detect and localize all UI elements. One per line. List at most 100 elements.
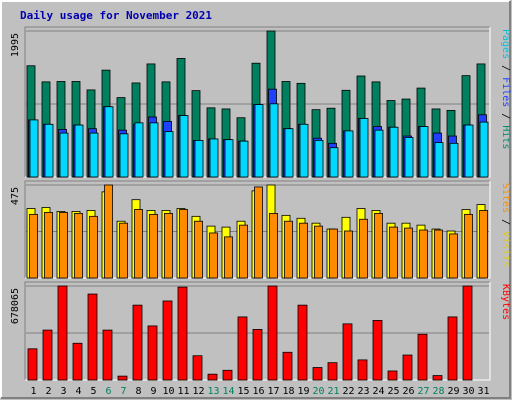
bar-sites-day-25 [389,226,398,279]
bar-sites-day-29 [449,233,458,279]
bar-kbytes-day-24 [372,319,383,381]
bar-sites-day-27 [419,229,428,279]
bar-sites-day-21 [329,228,338,279]
bar-pages-day-24 [374,129,384,178]
bar-sites-day-24 [374,212,383,279]
panel-visits-bevel-dark [24,180,490,278]
bar-pages-day-6 [104,106,114,178]
panel-hits-legend: Pages / Files / Hits [500,29,511,149]
bar-kbytes-day-7 [117,375,128,381]
x-label-day-10: 10 [162,386,174,397]
bar-pages-day-28 [434,142,444,178]
panel-hits: 1995 Pages / Files / Hits [10,26,511,178]
bar-sites-day-11 [179,209,188,279]
panel-kbytes-legend: KBytes [500,284,511,320]
bar-kbytes-day-11 [177,286,188,381]
bar-pages-day-18 [284,128,294,178]
x-label-day-20: 20 [312,386,324,397]
panel-visits-ymax-label: 475 [10,187,21,205]
bar-kbytes-day-13 [207,373,218,381]
x-label-day-23: 23 [357,386,369,397]
bar-pages-day-30 [464,124,474,178]
panel-hits-legend-part-2: Files [500,77,511,107]
x-label-day-2: 2 [45,386,51,397]
bar-pages-day-25 [389,126,399,178]
bar-sites-day-17 [269,212,278,279]
x-label-day-7: 7 [120,386,126,397]
x-label-day-31: 31 [477,386,489,397]
bar-kbytes-day-8 [132,304,143,381]
panel-hits-legend-part-4: Hits [500,125,511,149]
x-label-day-24: 24 [372,386,384,397]
bar-sites-day-15 [239,224,248,279]
panel-hits-ymax-label: 1995 [10,33,21,57]
x-axis-day-labels: 1 2 3 4 5 6 7 8 9 10 11 12 13 14 15 16 17 18 19 20 21 22 23 24 2… [30,386,489,397]
x-label-day-26: 26 [402,386,414,397]
bar-kbytes-day-27 [417,333,428,381]
bar-sites-day-28 [434,229,443,279]
bar-sites-day-3 [59,212,68,279]
bar-sites-day-30 [464,213,473,279]
panel-hits-bevel-dark [24,26,490,177]
bar-pages-day-21 [329,147,339,178]
bar-kbytes-day-1 [27,348,38,381]
x-label-day-18: 18 [282,386,294,397]
bar-sites-day-10 [164,212,173,279]
bar-kbytes-day-17 [267,285,278,381]
panel-visits-legend-part-2: Visits [500,231,511,267]
bar-pages-day-23 [359,118,369,178]
panel-kbytes-legend-part-0: KBytes [500,284,511,320]
bar-pages-day-13 [209,138,219,178]
bar-pages-day-7 [119,133,129,178]
bar-pages-day-17 [269,103,279,178]
bar-pages-day-22 [344,130,354,178]
bar-pages-day-2 [44,123,54,178]
x-label-day-9: 9 [150,386,156,397]
bar-kbytes-day-5 [87,293,98,381]
bar-pages-day-16 [254,104,264,178]
x-label-day-11: 11 [177,386,189,397]
bar-sites-day-8 [134,209,143,279]
bar-sites-day-16 [254,186,263,279]
bar-sites-day-7 [119,222,128,279]
bar-sites-day-23 [359,218,368,279]
panel-hits-legend-part-3: / [500,107,511,125]
chart-panels: 1995 Pages / Files / Hits 475 Sites / Visit… [10,26,511,381]
x-label-day-21: 21 [327,386,339,397]
bar-kbytes-day-15 [237,316,248,381]
bar-kbytes-day-10 [162,300,173,381]
bar-pages-day-19 [299,123,309,178]
bar-kbytes-day-3 [57,285,68,381]
x-label-day-25: 25 [387,386,399,397]
bar-kbytes-day-2 [42,329,53,381]
bar-kbytes-day-19 [297,304,308,381]
x-label-day-28: 28 [432,386,444,397]
bar-kbytes-day-16 [252,329,263,381]
bar-sites-day-2 [44,212,53,279]
bar-kbytes-day-18 [282,351,293,381]
bar-kbytes-day-23 [357,359,368,381]
chart-title: Daily usage for November 2021 [20,9,212,22]
x-label-day-16: 16 [252,386,264,397]
bar-sites-day-6 [104,184,113,279]
bar-kbytes-day-25 [387,370,398,381]
panel-visits-legend-part-0: Sites [500,183,511,213]
x-label-day-3: 3 [60,386,66,397]
x-label-day-29: 29 [447,386,459,397]
bar-pages-day-3 [59,132,69,178]
bar-sites-day-14 [224,236,233,279]
x-label-day-4: 4 [75,386,81,397]
x-label-day-1: 1 [30,386,36,397]
x-label-day-14: 14 [222,386,234,397]
x-label-day-17: 17 [267,386,279,397]
panel-kbytes-bevel-dark [24,281,490,380]
x-label-day-13: 13 [207,386,219,397]
bar-sites-day-22 [344,230,353,279]
bar-pages-day-29 [449,142,459,178]
x-label-day-19: 19 [297,386,309,397]
panel-kbytes: 678065 KBytes [10,281,511,381]
bar-pages-day-5 [89,132,99,178]
bar-sites-day-1 [29,213,38,279]
bar-sites-day-13 [209,232,218,279]
